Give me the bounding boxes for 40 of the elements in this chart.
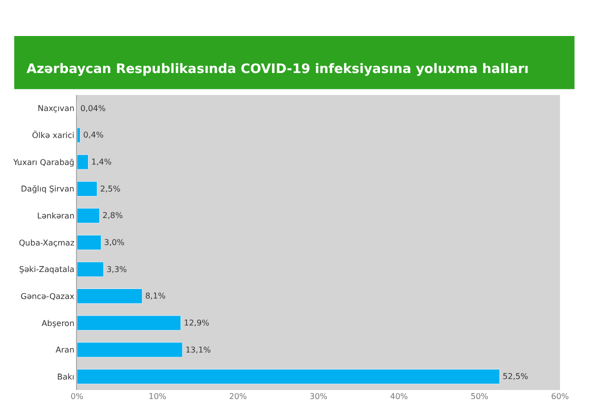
data-label: 0,4% — [83, 130, 104, 140]
chart-title: Azərbaycan Respublikasında COVID-19 infeksiyasına yoluxma halları — [26, 62, 529, 78]
y-tick-label: Ölkə xarici — [32, 130, 74, 140]
bar — [77, 368, 500, 384]
y-tick-label: Abşeron — [42, 318, 74, 328]
y-tick-label: Bakı — [57, 372, 74, 382]
bar — [77, 315, 182, 331]
data-label: 12,9% — [184, 318, 210, 328]
data-label: 8,1% — [145, 292, 166, 301]
bar — [77, 288, 142, 304]
bar — [77, 208, 100, 224]
y-tick-label: Gəncə-Qazax — [20, 292, 75, 301]
data-label: 2,5% — [100, 184, 121, 194]
y-tick-label: Yuxarı Qarabağ — [12, 158, 74, 167]
y-tick-label: Dağlıq Şirvan — [20, 184, 74, 194]
y-tick-label: Şəki-Zaqatala — [19, 265, 74, 274]
x-tick-label: 30% — [310, 392, 328, 401]
x-tick-label: 20% — [229, 392, 248, 401]
bar — [77, 342, 183, 358]
bar — [77, 234, 102, 250]
y-tick-label: Quba-Xaçmaz — [18, 238, 74, 248]
x-tick-label: 40% — [390, 392, 408, 401]
data-label: 3,3% — [106, 264, 128, 274]
x-tick-label: 10% — [148, 392, 167, 401]
bar — [77, 128, 80, 143]
bar — [77, 262, 104, 277]
bar — [77, 154, 89, 170]
y-tick-label: Lənkəran — [37, 211, 74, 220]
x-tick-label: 0% — [70, 392, 84, 401]
y-tick-label: Naxçıvan — [38, 104, 74, 114]
data-label: 1,4% — [91, 158, 112, 167]
data-label: 13,1% — [185, 345, 212, 354]
x-tick-label: 50% — [470, 392, 489, 401]
bar — [77, 181, 98, 196]
x-tick-label: 60% — [551, 392, 570, 401]
data-label: 2,8% — [102, 211, 124, 220]
data-label: 3,0% — [104, 238, 125, 247]
data-label: 0,04% — [80, 104, 106, 113]
data-label: 52,5% — [502, 372, 528, 382]
y-tick-label: Aran — [56, 346, 74, 355]
